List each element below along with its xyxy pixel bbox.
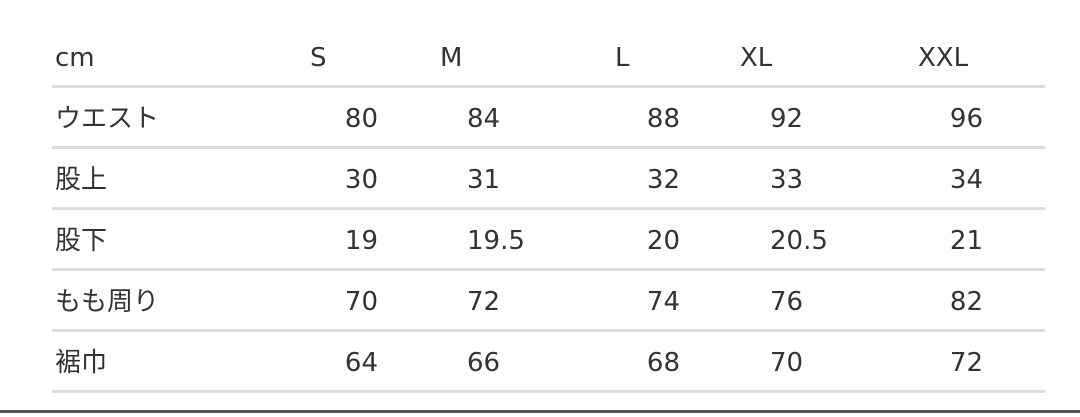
row-separator [52, 390, 1045, 393]
size-header: L [615, 43, 630, 73]
measurement-value: 20 [646, 226, 680, 256]
measurement-value: 68 [646, 348, 680, 378]
measurement-value: 96 [949, 104, 983, 134]
size-header: S [310, 43, 327, 73]
measurement-value: 19 [344, 226, 378, 256]
measurement-value: 21 [949, 226, 983, 256]
measurement-name: ウエスト [55, 104, 160, 134]
measurement-value: 88 [646, 104, 680, 134]
measurement-name: 裾巾 [55, 348, 108, 378]
measurement-value: 92 [770, 104, 804, 134]
measurement-value: 64 [344, 348, 378, 378]
measurement-value: 19.5 [467, 226, 525, 256]
row-separator [52, 329, 1045, 332]
bottom-border [0, 410, 1080, 413]
measurement-name: もも周り [55, 287, 160, 317]
measurement-value: 72 [467, 287, 501, 317]
measurement-value: 34 [949, 165, 983, 195]
measurement-value: 80 [344, 104, 378, 134]
measurement-value: 33 [770, 165, 804, 195]
size-header: XXL [918, 43, 969, 73]
measurement-value: 82 [949, 287, 983, 317]
row-separator [52, 146, 1045, 149]
size-header: M [440, 43, 463, 73]
row-separator [52, 207, 1045, 210]
measurement-name: 股下 [55, 226, 108, 256]
measurement-value: 30 [344, 165, 378, 195]
row-separator [52, 268, 1045, 271]
measurement-value: 70 [344, 287, 378, 317]
measurement-value: 66 [467, 348, 501, 378]
measurement-value: 84 [467, 104, 501, 134]
measurement-value: 20.5 [770, 226, 828, 256]
unit-header: cm [55, 43, 95, 73]
measurement-value: 72 [949, 348, 983, 378]
measurement-name: 股上 [55, 165, 108, 195]
measurement-value: 31 [467, 165, 501, 195]
size-header: XL [740, 43, 773, 73]
measurement-value: 74 [646, 287, 680, 317]
measurement-value: 76 [770, 287, 804, 317]
measurement-value: 70 [770, 348, 804, 378]
measurement-value: 32 [646, 165, 680, 195]
row-separator [52, 85, 1045, 88]
